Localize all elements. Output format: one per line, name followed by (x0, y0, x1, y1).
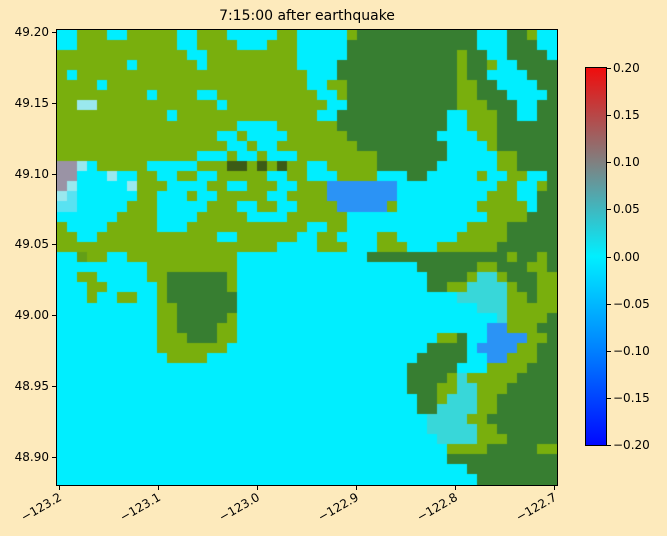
y-tick-label: 49.15 (14, 95, 49, 110)
x-tick-label: −123.1 (117, 490, 163, 525)
x-tick-label: −123.2 (18, 490, 65, 525)
colorbar-tick-label: 0.05 (613, 202, 640, 217)
y-tick-mark (52, 32, 56, 33)
x-tick-mark (554, 486, 555, 490)
x-tick-mark (158, 486, 159, 490)
x-tick-mark (356, 486, 357, 490)
colorbar-tick-mark (607, 162, 611, 164)
colorbar-tick-label: −0.05 (613, 296, 650, 311)
x-tick-label: −122.8 (414, 490, 460, 525)
colorbar-tick-label: −0.15 (613, 390, 650, 405)
y-tick-mark (52, 173, 56, 175)
x-tick-label: −123.0 (216, 490, 262, 525)
x-tick-mark (455, 486, 456, 490)
y-tick-label: 49.05 (14, 237, 49, 252)
y-tick-label: 48.95 (14, 378, 49, 393)
plot-area (56, 29, 558, 486)
colorbar-tick-mark (607, 115, 611, 117)
y-tick-label: 49.10 (14, 166, 49, 181)
colorbar-tick-mark (607, 445, 611, 446)
colorbar-tick-label: 0.00 (613, 249, 640, 264)
y-tick-mark (52, 244, 56, 246)
colorbar-tick-mark (607, 397, 611, 399)
colorbar-tick-mark (607, 350, 611, 352)
y-tick-label: 49.20 (14, 25, 49, 39)
colorbar-tick-label: 0.20 (613, 61, 640, 75)
y-tick-mark (52, 456, 56, 458)
y-tick-label: 49.00 (14, 308, 49, 322)
colorbar-tick-mark (607, 68, 611, 69)
colorbar-tick-label: 0.10 (613, 155, 640, 170)
plot-title: 7:15:00 after earthquake (219, 8, 395, 24)
colorbar-tick-mark (607, 209, 611, 211)
y-tick-label: 48.90 (14, 449, 49, 464)
colorbar-tick-label: 0.15 (613, 108, 640, 123)
x-tick-mark (59, 486, 60, 490)
x-tick-label: −122.9 (315, 490, 361, 525)
y-tick-mark (52, 385, 56, 387)
x-tick-mark (257, 486, 258, 490)
map-canvas (57, 30, 557, 485)
colorbar-tick-mark (607, 256, 611, 258)
y-tick-mark (52, 315, 56, 316)
colorbar-tick-label: −0.20 (613, 438, 650, 452)
colorbar-tick-mark (607, 303, 611, 305)
colorbar-gradient (586, 68, 606, 445)
x-tick-label: −122.7 (513, 490, 559, 525)
y-tick-mark (52, 102, 56, 104)
colorbar-tick-label: −0.10 (613, 343, 650, 358)
colorbar (585, 67, 607, 446)
